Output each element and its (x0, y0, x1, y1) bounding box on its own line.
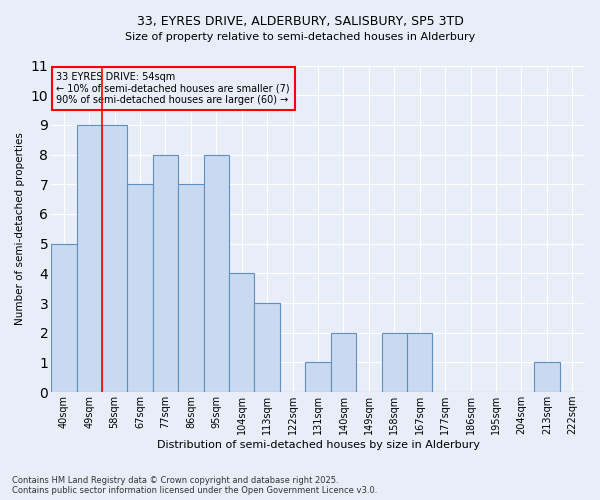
Text: Contains HM Land Registry data © Crown copyright and database right 2025.
Contai: Contains HM Land Registry data © Crown c… (12, 476, 377, 495)
Bar (229, 274, 254, 392)
Bar (153, 154, 178, 392)
X-axis label: Distribution of semi-detached houses by size in Alderbury: Distribution of semi-detached houses by … (157, 440, 479, 450)
Bar (178, 184, 203, 392)
Bar (77, 125, 102, 392)
Bar (254, 303, 280, 392)
Text: Size of property relative to semi-detached houses in Alderbury: Size of property relative to semi-detach… (125, 32, 475, 42)
Bar (534, 362, 560, 392)
Bar (331, 333, 356, 392)
Bar (102, 125, 127, 392)
Bar (305, 362, 331, 392)
Y-axis label: Number of semi-detached properties: Number of semi-detached properties (15, 132, 25, 326)
Text: 33 EYRES DRIVE: 54sqm
← 10% of semi-detached houses are smaller (7)
90% of semi-: 33 EYRES DRIVE: 54sqm ← 10% of semi-deta… (56, 72, 290, 105)
Bar (127, 184, 153, 392)
Bar (51, 244, 77, 392)
Text: 33, EYRES DRIVE, ALDERBURY, SALISBURY, SP5 3TD: 33, EYRES DRIVE, ALDERBURY, SALISBURY, S… (137, 15, 463, 28)
Bar (407, 333, 433, 392)
Bar (203, 154, 229, 392)
Bar (382, 333, 407, 392)
